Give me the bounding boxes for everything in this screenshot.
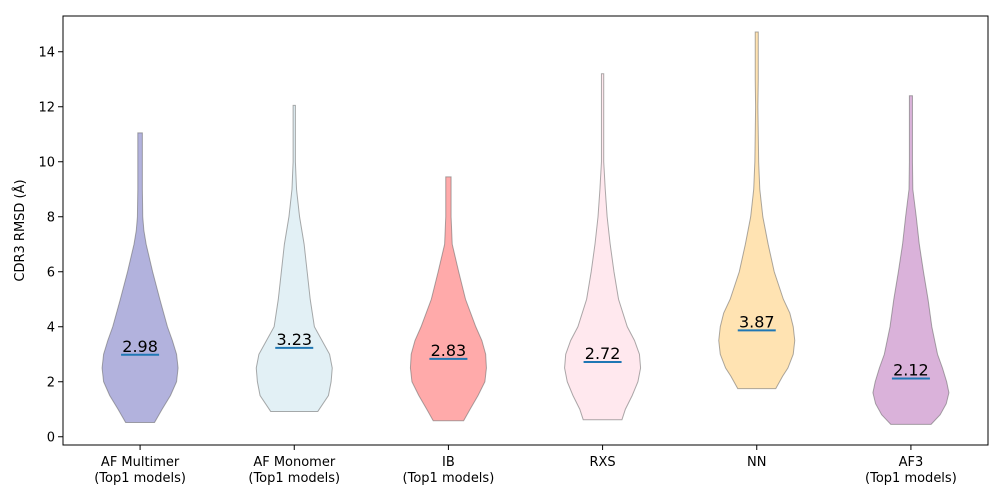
y-tick-label-10: 10 <box>38 155 55 170</box>
y-tick-label-6: 6 <box>47 265 55 280</box>
x-tick-sublabel-1: (Top1 models) <box>248 471 340 486</box>
plot-frame <box>62 15 989 446</box>
x-tick-sublabel-0: (Top1 models) <box>94 471 186 486</box>
median-label-3: 2.72 <box>585 344 621 363</box>
y-axis: 0 2 4 6 8 10 12 14 <box>38 45 63 445</box>
violin-1 <box>255 104 333 412</box>
medians-layer: 2.98 3.23 2.83 2.72 3.87 2.12 <box>121 312 930 380</box>
x-tick-label-2: IB <box>442 455 455 470</box>
x-tick-label-4: NN <box>747 455 766 470</box>
violins-layer <box>101 31 950 425</box>
x-tick-label-0: AF Multimer <box>101 455 180 470</box>
x-tick-sublabel-5: (Top1 models) <box>865 471 957 486</box>
median-label-0: 2.98 <box>122 337 158 356</box>
x-tick-sublabel-2: (Top1 models) <box>403 471 495 486</box>
violin-0 <box>101 132 179 423</box>
violin-4 <box>718 31 796 390</box>
median-label-1: 3.23 <box>276 330 312 349</box>
x-axis: AF Multimer(Top1 models)AF Monomer(Top1 … <box>94 445 957 486</box>
y-tick-label-8: 8 <box>47 210 55 225</box>
median-label-4: 3.87 <box>739 312 775 331</box>
y-tick-label-2: 2 <box>47 375 55 390</box>
median-label-5: 2.12 <box>893 360 929 379</box>
violin-3 <box>564 73 642 421</box>
y-tick-label-0: 0 <box>47 430 55 445</box>
x-tick-label-5: AF3 <box>899 455 924 470</box>
y-tick-label-12: 12 <box>38 100 55 115</box>
median-label-2: 2.83 <box>431 341 467 360</box>
violin-5 <box>872 95 950 425</box>
x-tick-label-3: RXS <box>589 455 615 470</box>
violin-2 <box>409 176 487 422</box>
x-tick-label-1: AF Monomer <box>253 455 336 470</box>
y-axis-label: CDR3 RMSD (Å) <box>12 179 28 281</box>
y-tick-label-4: 4 <box>47 320 55 335</box>
y-tick-label-14: 14 <box>38 45 55 60</box>
